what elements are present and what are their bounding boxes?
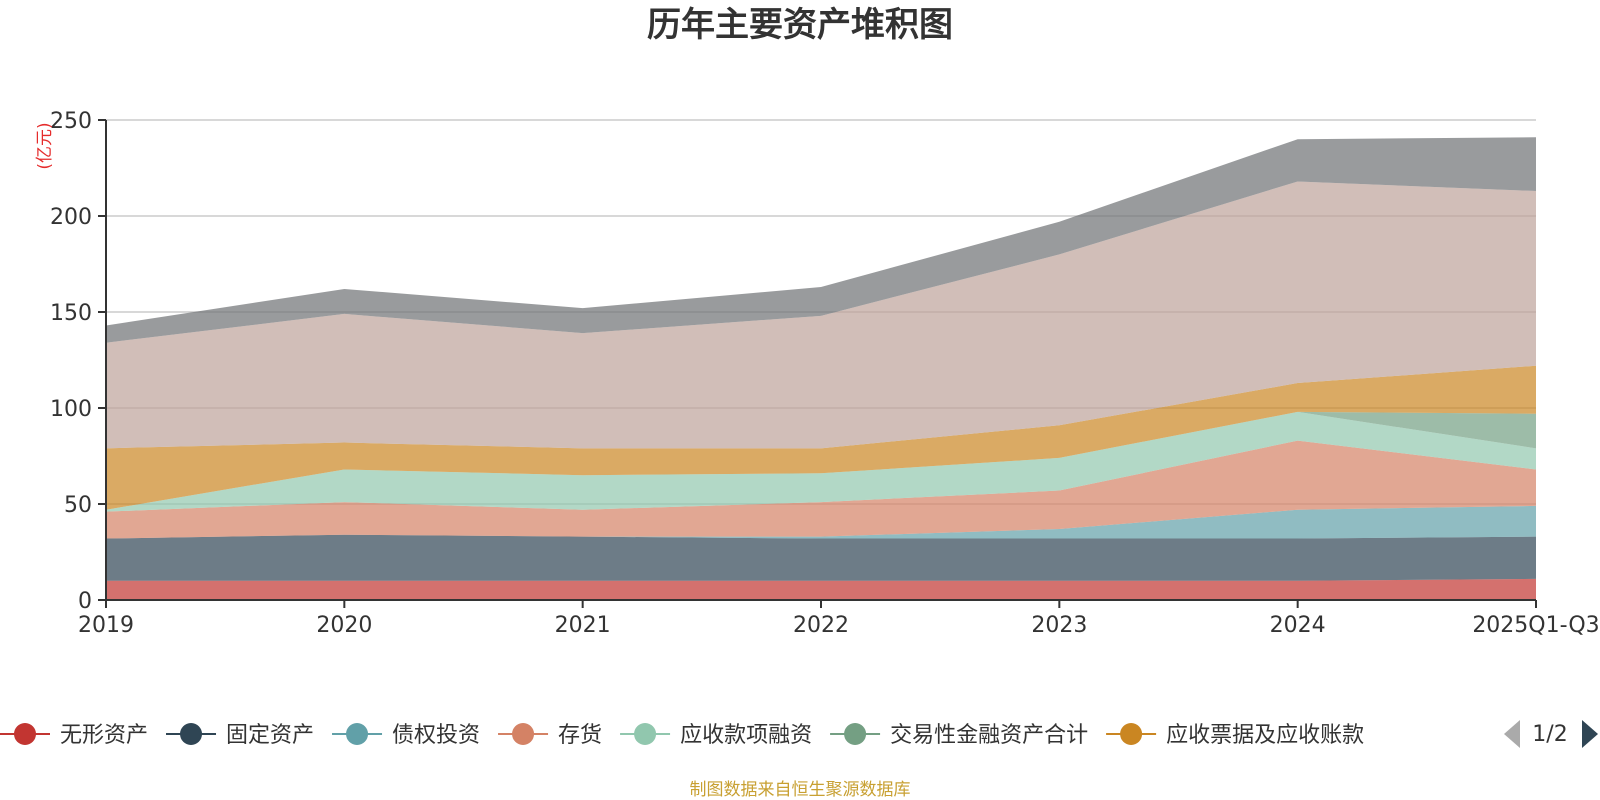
y-tick-label: 0 [78,589,92,614]
legend-marker [346,723,369,745]
legend-marker [512,723,535,745]
area-series [106,137,1536,600]
legend-marker [634,723,657,745]
y-tick-label: 250 [50,109,92,134]
legend-label: 债权投资 [392,723,480,748]
x-tick-label: 2022 [793,613,849,638]
area-应收款项[interactable] [106,181,1536,449]
legend: 无形资产 固定资产 债权投资 存货 应收款项融资 交易性金融资产合计 应收票据及应收账款 [0,723,1364,748]
x-tick-label: 2025Q1-Q3 [1472,613,1599,638]
x-tick-label: 2024 [1270,613,1326,638]
legend-page-indicator: 1/2 [1532,722,1567,747]
y-axis-unit: (亿元) [35,122,55,169]
legend-item-存货[interactable]: 存货 [498,723,602,748]
y-tick-label: 150 [50,301,92,326]
legend-next-icon[interactable] [1582,720,1598,748]
legend-marker [844,723,867,745]
legend-label: 固定资产 [226,723,314,748]
legend-item-固定资产[interactable]: 固定资产 [166,723,314,748]
y-tick-label: 100 [50,397,92,422]
axes: 0 50 100 150 200 250 2019 2020 2021 2022 2023 2024 2… [50,109,1600,638]
legend-item-无形资产[interactable]: 无形资产 [0,723,148,748]
x-tick-label: 2021 [555,613,611,638]
legend-pager: 1/2 [1504,720,1598,748]
legend-label: 无形资产 [60,723,148,748]
area-货币资金[interactable] [106,137,1536,343]
legend-item-债权投资[interactable]: 债权投资 [332,723,480,748]
legend-label: 应收票据及应收账款 [1166,723,1364,748]
x-tick-label: 2019 [78,613,134,638]
x-tick-label: 2020 [316,613,372,638]
area-无形资产[interactable] [106,578,1536,600]
legend-label: 交易性金融资产合计 [890,723,1088,748]
x-tick-label: 2023 [1031,613,1087,638]
area-债权投资[interactable] [106,505,1536,539]
legend-marker [1120,723,1143,745]
legend-item-应收票据及应收账款[interactable]: 应收票据及应收账款 [1106,723,1364,748]
area-应收款项融资[interactable] [106,411,1536,512]
legend-prev-icon[interactable] [1504,720,1520,748]
chart-title: 历年主要资产堆积图 [647,5,953,45]
legend-item-应收款项融资[interactable]: 应收款项融资 [620,723,812,748]
area-固定资产[interactable] [106,534,1536,581]
legend-marker [180,723,203,745]
y-tick-label: 50 [64,493,92,518]
area-存货[interactable] [106,440,1536,539]
data-source-note: 制图数据来自恒生聚源数据库 [690,780,911,800]
y-tick-label: 200 [50,205,92,230]
area-交易性金融资产合计[interactable] [106,411,1536,510]
area-应收票据及应收账款[interactable] [106,365,1536,510]
legend-label: 应收款项融资 [680,723,812,748]
legend-marker [14,723,36,745]
legend-label: 存货 [558,723,602,748]
legend-item-交易性金融资产合计[interactable]: 交易性金融资产合计 [830,723,1088,748]
